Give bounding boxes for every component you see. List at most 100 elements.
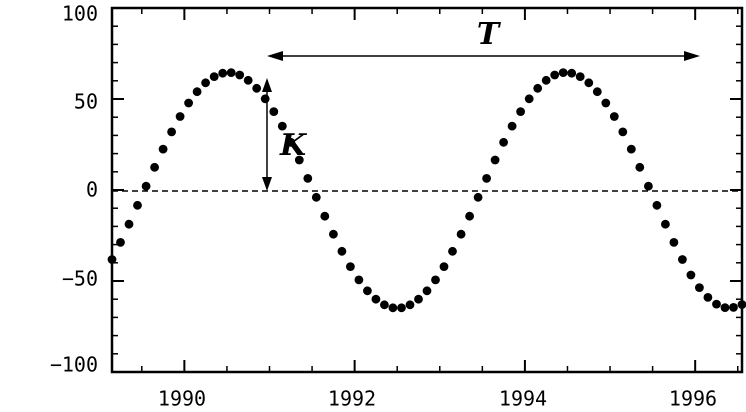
data-point (695, 283, 704, 292)
data-point (482, 174, 491, 183)
y-tick-label: −100 (50, 353, 98, 377)
y-tick-label: −50 (62, 267, 98, 291)
data-point (618, 127, 628, 137)
data-point (294, 155, 304, 165)
data-point (397, 303, 406, 313)
amplitude-arrow-head-bottom (262, 177, 272, 191)
data-point (626, 144, 636, 154)
data-point (507, 121, 517, 131)
data-point (141, 181, 151, 191)
y-axis: 100 50 0 −50 −100 (50, 2, 742, 377)
period-arrow-head-right (684, 51, 700, 61)
data-point (422, 286, 432, 296)
x-tick-label: 1994 (499, 387, 547, 411)
data-point (286, 137, 296, 147)
data-point (567, 68, 577, 78)
data-point (158, 144, 168, 154)
data-point (388, 303, 398, 313)
data-point (209, 72, 219, 81)
data-point (201, 78, 211, 88)
data-point (592, 87, 602, 97)
data-point (226, 68, 236, 77)
data-point (635, 162, 645, 172)
amplitude-arrow: K (262, 78, 308, 191)
data-point (644, 181, 653, 191)
data-point (107, 255, 117, 264)
data-point (456, 229, 466, 239)
x-tick-label: 1996 (669, 387, 717, 411)
y-minor-ticks (112, 25, 742, 355)
y-tick-label: 100 (62, 2, 98, 26)
data-point (175, 112, 185, 121)
x-tick-label: 1992 (328, 387, 376, 411)
data-point (184, 98, 194, 108)
period-arrow-head-left (267, 51, 283, 61)
period-arrow: T (267, 17, 700, 61)
data-point (465, 211, 474, 221)
data-point (337, 246, 347, 256)
data-point (346, 262, 355, 271)
data-point (516, 107, 525, 116)
data-point (575, 72, 585, 81)
data-point (192, 87, 202, 97)
data-point (311, 192, 321, 202)
data-point (609, 112, 619, 121)
x-minor-ticks (141, 8, 739, 372)
data-point (133, 200, 142, 210)
x-tick-label: 1990 (158, 387, 206, 411)
data-point (431, 275, 440, 285)
amplitude-arrow-head-top (262, 78, 272, 92)
data-point (269, 107, 279, 116)
data-point (601, 98, 611, 108)
data-point (720, 303, 730, 312)
data-point (354, 275, 364, 285)
data-point (448, 246, 457, 256)
data-point (661, 219, 670, 229)
data-point (652, 200, 662, 210)
data-point (473, 192, 483, 202)
data-point (252, 83, 262, 93)
data-point (124, 219, 134, 229)
data-point (235, 70, 245, 80)
data-point (243, 75, 253, 85)
amplitude-label: K (279, 128, 308, 163)
data-point (277, 121, 287, 131)
x-axis: 1990 1992 1994 1996 (141, 8, 739, 411)
data-point (363, 286, 372, 296)
data-point (405, 300, 415, 310)
data-point (541, 75, 551, 85)
data-point (490, 155, 500, 165)
data-point (260, 94, 270, 104)
data-point (329, 229, 338, 239)
data-point (371, 294, 381, 304)
y-major-ticks (112, 7, 742, 373)
data-point (584, 78, 594, 88)
data-point (167, 127, 177, 137)
y-tick-label: 0 (86, 178, 98, 202)
data-point (414, 294, 423, 304)
data-point (729, 303, 738, 312)
data-point (499, 137, 508, 147)
data-point (737, 300, 746, 309)
data-point (712, 299, 721, 309)
data-point (669, 238, 679, 247)
data-point (116, 238, 125, 247)
data-point (303, 174, 313, 183)
data-point (320, 211, 330, 221)
data-point (533, 83, 543, 93)
data-point (150, 162, 160, 172)
data-point (524, 94, 534, 104)
data-point (550, 70, 560, 80)
data-points (107, 68, 746, 313)
data-point (703, 293, 713, 302)
data-point (380, 300, 389, 310)
data-point (218, 68, 228, 78)
x-major-ticks (183, 8, 697, 372)
y-tick-label: 50 (74, 90, 98, 114)
period-label: T (477, 17, 502, 52)
data-point (558, 68, 568, 77)
data-point (686, 270, 696, 280)
data-point (439, 262, 449, 271)
data-point (678, 255, 687, 264)
